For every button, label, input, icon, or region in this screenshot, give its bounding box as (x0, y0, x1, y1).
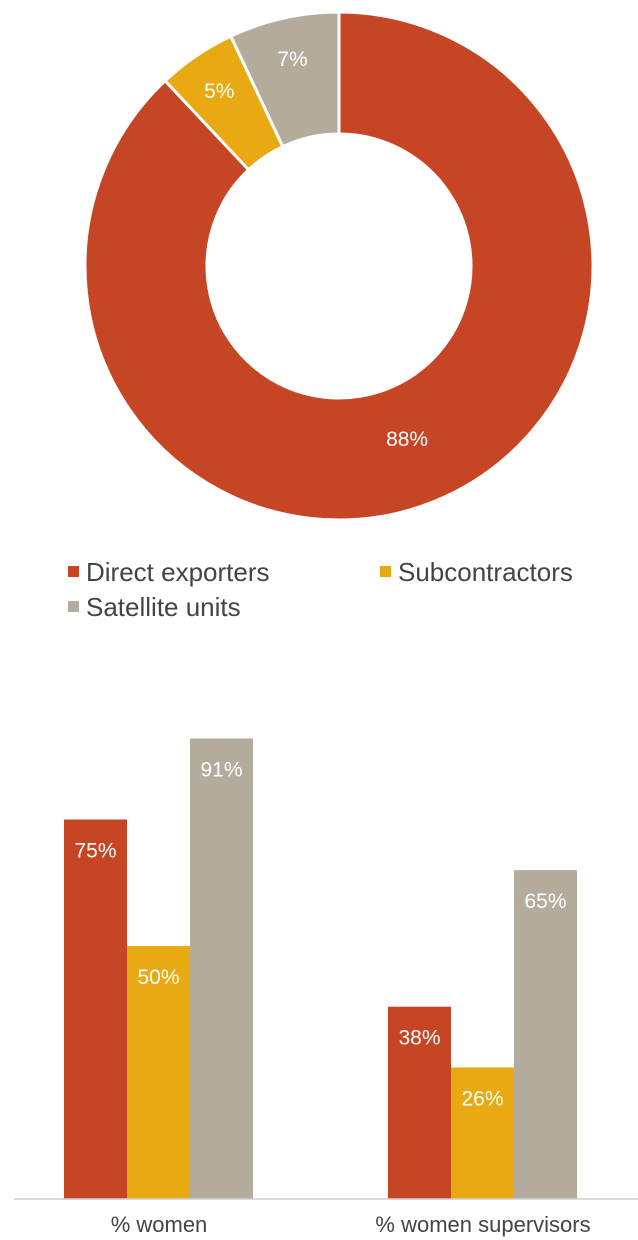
bar-data-label-women-supervisors-series-3: 65% (524, 890, 566, 913)
bar-women-series-1 (64, 819, 127, 1199)
bar-women-supervisors-series-2 (451, 1067, 514, 1199)
bar-data-label-women-series-1: 75% (74, 840, 116, 863)
legend-label-satellite-units: Satellite units (86, 592, 241, 622)
bar-chart: 75% 50% 91% 38% 26% 65% (64, 738, 577, 1199)
bar-women-supervisors-series-3 (514, 870, 577, 1199)
legend-label-subcontractors: Subcontractors (398, 557, 573, 587)
legend-swatch-satellite-units (68, 601, 79, 612)
donut-chart: 88% 5% 7% (83, 10, 595, 522)
legend-swatch-direct-exporters (68, 566, 79, 577)
x-tick-label-women-supervisors: % women supervisors (375, 1212, 590, 1237)
donut-legend: Direct exporters Subcontractors Satellit… (68, 557, 573, 622)
legend-label-direct-exporters: Direct exporters (86, 557, 270, 587)
bar-data-label-women-supervisors-series-1: 38% (398, 1027, 440, 1050)
legend-swatch-subcontractors (380, 566, 391, 577)
x-tick-label-women: % women (111, 1212, 208, 1237)
bar-data-label-women-supervisors-series-2: 26% (461, 1087, 503, 1110)
bar-data-label-women-series-3: 91% (200, 759, 242, 782)
donut-data-label-satellite-units: 7% (277, 48, 307, 71)
donut-slice-satellite-units (228, 10, 341, 149)
donut-slice-direct-exporters (83, 10, 595, 522)
bar-women-series-3 (190, 738, 253, 1199)
bar-data-label-women-series-2: 50% (137, 966, 179, 989)
bar-women-supervisors-series-1 (388, 1006, 451, 1199)
donut-data-label-subcontractors: 5% (204, 80, 234, 103)
donut-data-label-direct-exporters: 88% (386, 428, 428, 451)
bar-women-series-2 (127, 946, 190, 1199)
